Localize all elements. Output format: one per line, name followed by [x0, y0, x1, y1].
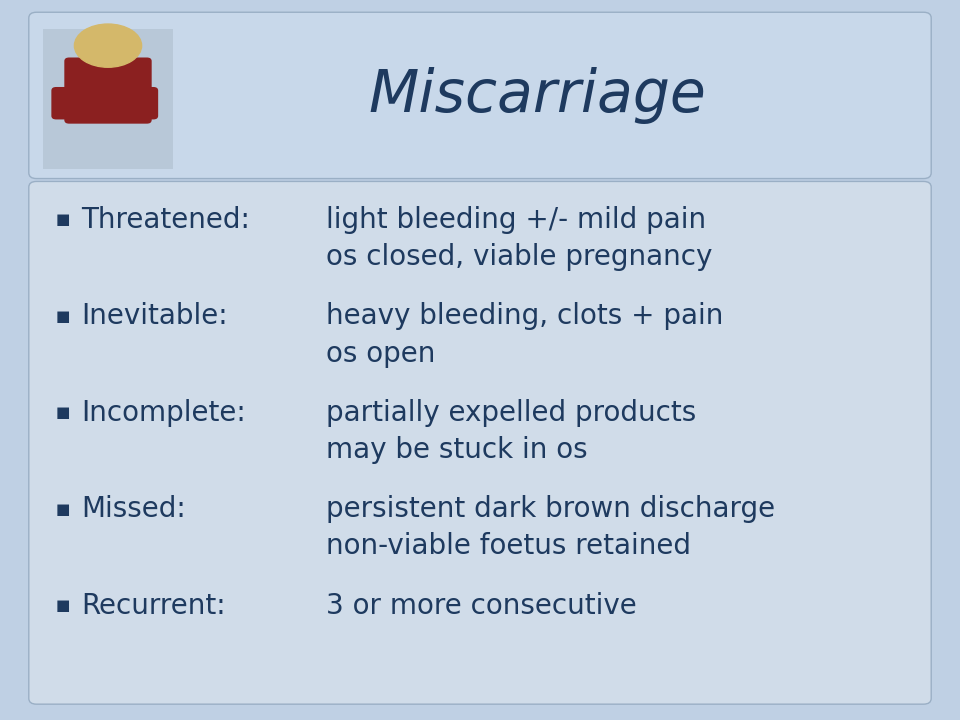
Text: may be stuck in os: may be stuck in os — [326, 436, 588, 464]
FancyBboxPatch shape — [52, 87, 158, 120]
Text: heavy bleeding, clots + pain: heavy bleeding, clots + pain — [326, 302, 724, 330]
Text: ■: ■ — [56, 212, 70, 227]
Circle shape — [84, 36, 132, 72]
Text: persistent dark brown discharge: persistent dark brown discharge — [326, 495, 776, 523]
Text: Inevitable:: Inevitable: — [82, 302, 228, 330]
FancyBboxPatch shape — [29, 181, 931, 704]
Text: light bleeding +/- mild pain: light bleeding +/- mild pain — [326, 206, 707, 233]
Text: 3 or more consecutive: 3 or more consecutive — [326, 592, 637, 619]
Text: ■: ■ — [56, 405, 70, 420]
FancyBboxPatch shape — [29, 12, 931, 179]
Text: partially expelled products: partially expelled products — [326, 399, 697, 426]
Text: os closed, viable pregnancy: os closed, viable pregnancy — [326, 243, 712, 271]
Text: os open: os open — [326, 340, 436, 367]
Text: Missed:: Missed: — [82, 495, 186, 523]
FancyBboxPatch shape — [43, 29, 173, 169]
Text: Recurrent:: Recurrent: — [82, 592, 227, 619]
Text: ■: ■ — [56, 598, 70, 613]
Ellipse shape — [75, 24, 142, 67]
Text: non-viable foetus retained: non-viable foetus retained — [326, 533, 691, 560]
FancyBboxPatch shape — [64, 58, 152, 124]
Text: ■: ■ — [56, 502, 70, 516]
Text: Miscarriage: Miscarriage — [369, 67, 707, 125]
Text: Threatened:: Threatened: — [82, 206, 251, 233]
Text: ■: ■ — [56, 309, 70, 323]
Text: Incomplete:: Incomplete: — [82, 399, 247, 426]
